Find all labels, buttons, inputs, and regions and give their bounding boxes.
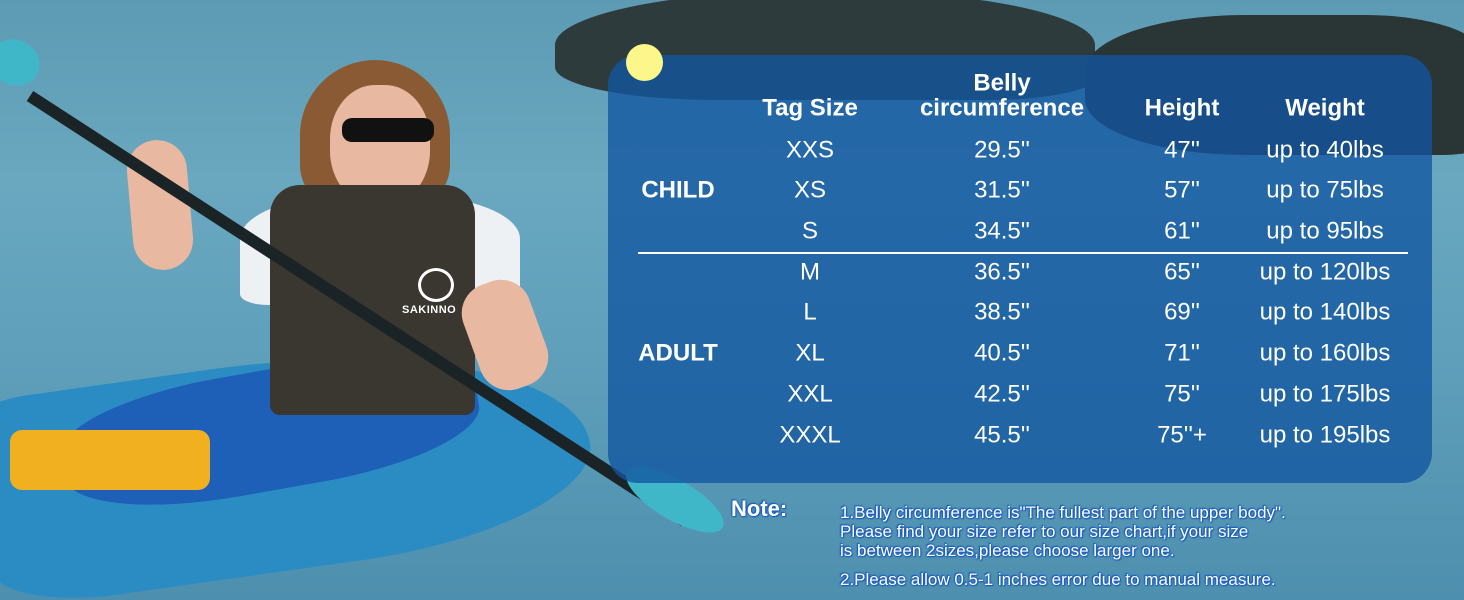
note-line-3: is between 2sizes,please choose larger o… [840, 541, 1175, 560]
group-adult: ADULT [638, 339, 718, 367]
cell-belly: 36.5'' [974, 258, 1030, 286]
sunglasses [342, 118, 434, 142]
cell-size: L [803, 298, 817, 326]
cell-weight: up to 160lbs [1259, 339, 1391, 367]
cell-weight: up to 40lbs [1266, 136, 1384, 164]
cell-size: XL [795, 339, 825, 367]
size-chart-panel [608, 55, 1432, 483]
cell-weight: up to 75lbs [1266, 176, 1384, 204]
cell-height: 71'' [1164, 339, 1200, 367]
cell-belly: 42.5'' [974, 380, 1030, 408]
cell-weight: up to 175lbs [1259, 380, 1391, 408]
cell-belly: 38.5'' [974, 298, 1030, 326]
cell-height: 57'' [1164, 176, 1200, 204]
cell-height: 75'' [1164, 380, 1200, 408]
vest-logo-icon [418, 268, 454, 302]
cell-weight: up to 120lbs [1259, 258, 1391, 286]
cell-belly: 45.5'' [974, 421, 1030, 449]
group-divider [638, 252, 1408, 254]
note-line-1: 1.Belly circumference is"The fullest par… [840, 503, 1286, 522]
group-child: CHILD [641, 176, 715, 204]
cell-belly: 34.5'' [974, 217, 1030, 245]
cell-size: XS [793, 176, 827, 204]
cell-belly: 40.5'' [974, 339, 1030, 367]
cell-size: XXS [785, 136, 835, 164]
cell-height: 69'' [1164, 298, 1200, 326]
cell-height: 65'' [1164, 258, 1200, 286]
cell-size: S [801, 217, 819, 245]
header-circumference: circumference [919, 94, 1085, 122]
cell-weight: up to 195lbs [1259, 421, 1391, 449]
cell-belly: 29.5'' [974, 136, 1030, 164]
cell-weight: up to 95lbs [1266, 217, 1384, 245]
decorative-dot [626, 44, 663, 81]
vest-brand-text: SAKINNO [402, 304, 457, 316]
cell-height: 47'' [1164, 136, 1200, 164]
cell-size: XXXL [779, 421, 841, 449]
header-height: Height [1144, 94, 1220, 122]
header-belly: Belly [973, 69, 1031, 97]
note-label: Note: [731, 496, 788, 521]
cell-height: 75''+ [1157, 421, 1207, 449]
cell-size: M [800, 258, 820, 286]
note-line-2: Please find your size refer to our size … [840, 522, 1249, 541]
paddle-blade [0, 30, 48, 95]
header-tag-size: Tag Size [762, 94, 858, 122]
note-line-4: 2.Please allow 0.5-1 inches error due to… [840, 570, 1276, 589]
cell-size: XXL [787, 380, 833, 408]
cell-height: 61'' [1164, 217, 1200, 245]
kayak-bag [10, 430, 210, 490]
header-weight: Weight [1285, 94, 1365, 122]
cell-belly: 31.5'' [974, 176, 1030, 204]
cell-weight: up to 140lbs [1259, 298, 1391, 326]
